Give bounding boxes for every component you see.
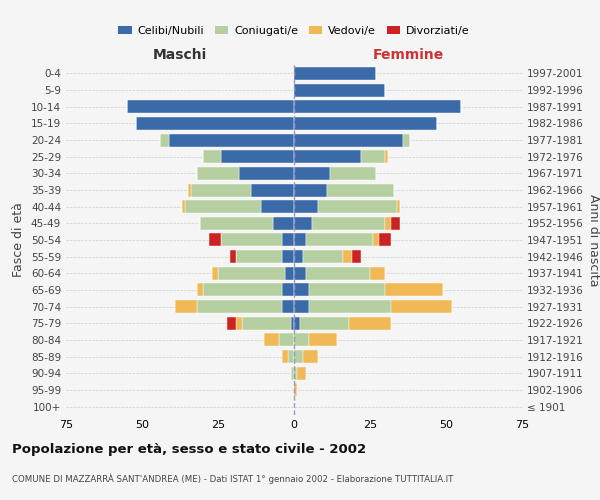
Bar	[391, 300, 452, 313]
Bar	[127, 100, 294, 113]
Bar	[294, 350, 303, 363]
Bar	[391, 217, 400, 230]
Bar	[385, 284, 443, 296]
Text: Maschi: Maschi	[153, 48, 207, 62]
Bar	[303, 350, 319, 363]
Bar	[300, 317, 349, 330]
Bar	[294, 217, 312, 230]
Bar	[242, 317, 291, 330]
Bar	[294, 134, 403, 146]
Bar	[191, 184, 251, 196]
Bar	[373, 234, 379, 246]
Bar	[385, 150, 388, 163]
Bar	[212, 267, 218, 280]
Bar	[197, 300, 282, 313]
Bar	[185, 200, 260, 213]
Bar	[136, 117, 294, 130]
Bar	[294, 367, 297, 380]
Bar	[203, 150, 221, 163]
Bar	[309, 300, 391, 313]
Bar	[294, 317, 300, 330]
Bar	[303, 250, 343, 263]
Bar	[306, 234, 373, 246]
Bar	[197, 167, 239, 180]
Text: Popolazione per età, sesso e stato civile - 2002: Popolazione per età, sesso e stato civil…	[12, 442, 366, 456]
Bar	[282, 350, 288, 363]
Bar	[294, 250, 303, 263]
Bar	[361, 150, 385, 163]
Bar	[294, 100, 461, 113]
Bar	[294, 117, 437, 130]
Bar	[197, 284, 203, 296]
Bar	[349, 317, 391, 330]
Bar	[288, 350, 294, 363]
Bar	[294, 167, 331, 180]
Bar	[294, 184, 328, 196]
Bar	[230, 250, 236, 263]
Bar	[282, 250, 294, 263]
Y-axis label: Anni di nascita: Anni di nascita	[587, 194, 600, 286]
Bar	[312, 217, 385, 230]
Bar	[169, 134, 294, 146]
Bar	[160, 134, 169, 146]
Bar	[370, 267, 385, 280]
Bar	[352, 250, 361, 263]
Bar	[294, 267, 306, 280]
Bar	[203, 284, 282, 296]
Bar	[294, 300, 309, 313]
Text: Femmine: Femmine	[373, 48, 443, 62]
Bar	[236, 317, 242, 330]
Bar	[403, 134, 410, 146]
Bar	[200, 217, 273, 230]
Bar	[282, 284, 294, 296]
Text: COMUNE DI MAZZARRÀ SANT'ANDREA (ME) - Dati ISTAT 1° gennaio 2002 - Elaborazione : COMUNE DI MAZZARRÀ SANT'ANDREA (ME) - Da…	[12, 474, 454, 484]
Bar	[182, 200, 185, 213]
Bar	[282, 234, 294, 246]
Bar	[218, 267, 285, 280]
Bar	[397, 200, 400, 213]
Bar	[273, 217, 294, 230]
Bar	[236, 250, 282, 263]
Bar	[294, 150, 361, 163]
Bar	[379, 234, 391, 246]
Bar	[291, 317, 294, 330]
Bar	[309, 284, 385, 296]
Bar	[294, 67, 376, 80]
Bar	[221, 234, 282, 246]
Bar	[239, 167, 294, 180]
Bar	[263, 334, 279, 346]
Bar	[343, 250, 352, 263]
Bar	[294, 334, 309, 346]
Bar	[291, 367, 294, 380]
Bar	[331, 167, 376, 180]
Bar	[251, 184, 294, 196]
Bar	[294, 384, 297, 396]
Legend: Celibi/Nubili, Coniugati/e, Vedovi/e, Divorziati/e: Celibi/Nubili, Coniugati/e, Vedovi/e, Di…	[114, 22, 474, 40]
Bar	[309, 334, 337, 346]
Bar	[282, 300, 294, 313]
Bar	[209, 234, 221, 246]
Bar	[297, 367, 306, 380]
Bar	[328, 184, 394, 196]
Bar	[319, 200, 397, 213]
Bar	[188, 184, 191, 196]
Bar	[175, 300, 197, 313]
Y-axis label: Fasce di età: Fasce di età	[13, 202, 25, 278]
Bar	[285, 267, 294, 280]
Bar	[294, 234, 306, 246]
Bar	[260, 200, 294, 213]
Bar	[385, 217, 391, 230]
Bar	[294, 84, 385, 96]
Bar	[227, 317, 236, 330]
Bar	[279, 334, 294, 346]
Bar	[306, 267, 370, 280]
Bar	[294, 284, 309, 296]
Bar	[221, 150, 294, 163]
Bar	[294, 200, 319, 213]
